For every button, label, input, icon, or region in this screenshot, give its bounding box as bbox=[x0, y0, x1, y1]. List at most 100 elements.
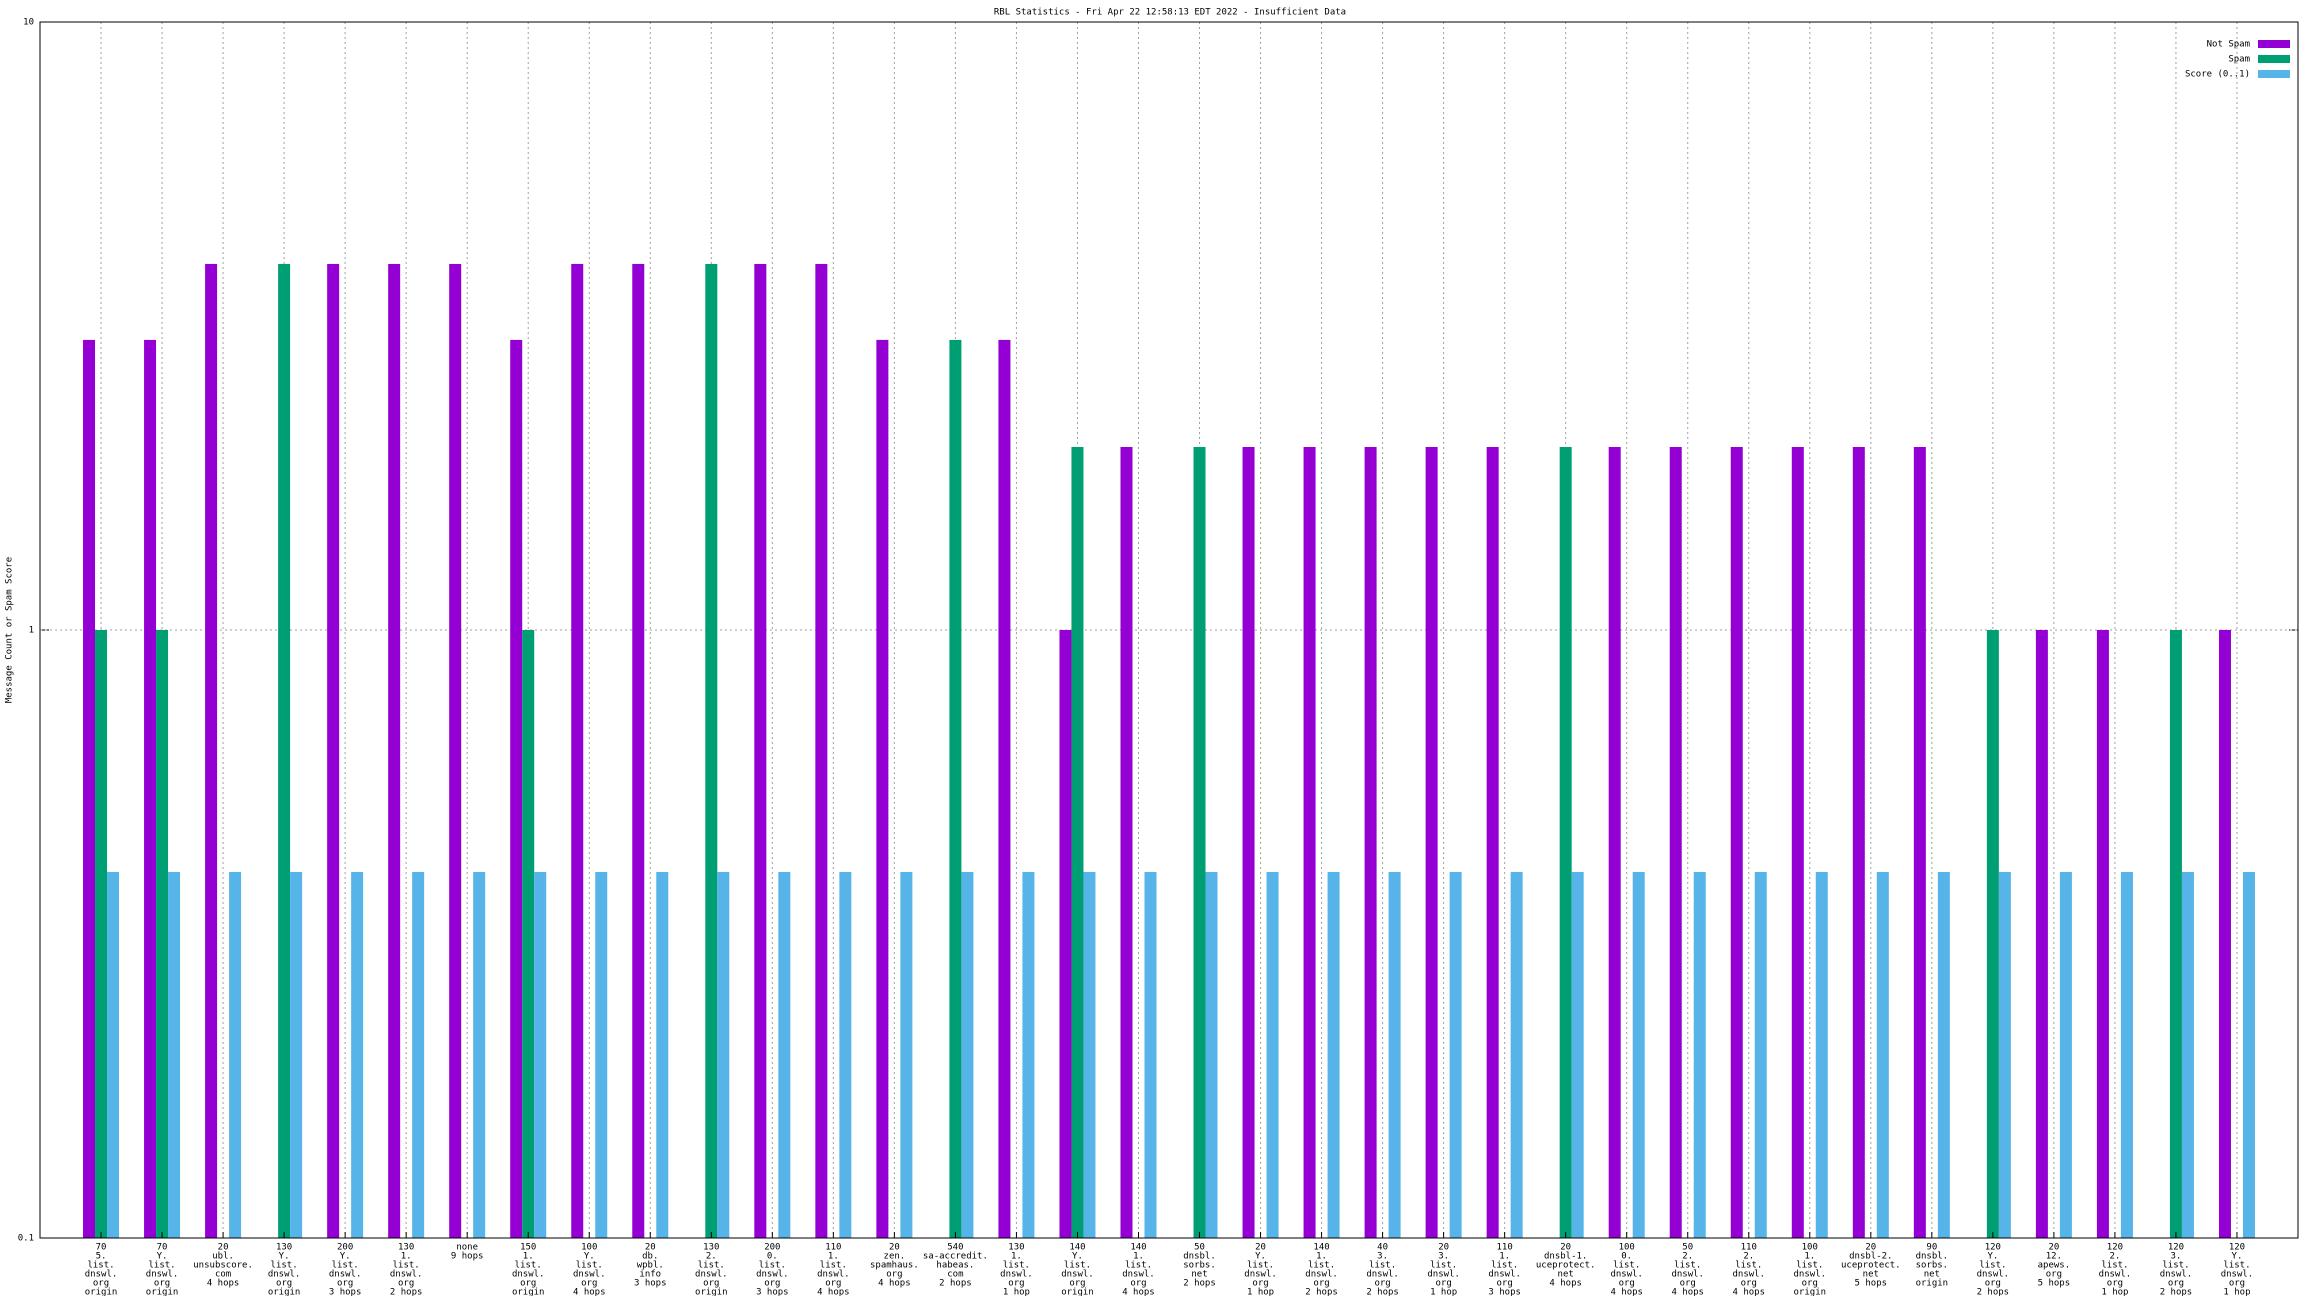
x-tick-label: 20 bbox=[889, 1243, 900, 1253]
bar bbox=[1059, 630, 1072, 1238]
x-tick-label: 540 bbox=[947, 1243, 963, 1253]
x-tick-label: org bbox=[1008, 1279, 1024, 1289]
bar bbox=[1632, 871, 1645, 1238]
bar bbox=[327, 263, 340, 1239]
x-tick-label: org bbox=[276, 1279, 292, 1289]
x-tick-label: 150 bbox=[520, 1243, 536, 1253]
x-tick-label: list. bbox=[515, 1261, 542, 1271]
x-tick-label: 3 hops bbox=[756, 1288, 789, 1297]
x-tick-label: 4 hops bbox=[817, 1288, 850, 1297]
x-tick-label: 2 hops bbox=[1977, 1288, 2010, 1297]
x-tick-label: org bbox=[154, 1279, 170, 1289]
bar bbox=[2169, 630, 2182, 1238]
x-tick-label: 100 bbox=[1619, 1243, 1635, 1253]
x-tick-label: list. bbox=[1674, 1261, 1701, 1271]
x-tick-label: 20 bbox=[2048, 1243, 2059, 1253]
x-tick-label: 4 hops bbox=[1122, 1288, 1155, 1297]
bar bbox=[1144, 871, 1157, 1238]
x-tick-label: org bbox=[2107, 1279, 2123, 1289]
bar bbox=[1876, 871, 1889, 1238]
x-tick-label: list. bbox=[87, 1261, 114, 1271]
x-tick-label: 1 hop bbox=[2223, 1288, 2250, 1297]
x-tick-label: uceprotect. bbox=[1841, 1261, 1901, 1271]
x-tick-label: 40 bbox=[1377, 1243, 1388, 1253]
x-tick-label: org bbox=[1069, 1279, 1085, 1289]
x-tick-label: sa-accredit. bbox=[923, 1252, 988, 1262]
x-tick-label: org bbox=[2046, 1270, 2062, 1280]
bar bbox=[1791, 446, 1804, 1238]
x-tick-label: 110 bbox=[825, 1243, 841, 1253]
x-tick-label: dnswl. bbox=[146, 1270, 179, 1280]
x-tick-label: 110 bbox=[1497, 1243, 1513, 1253]
x-tick-label: 140 bbox=[1069, 1243, 1085, 1253]
x-tick-label: 100 bbox=[581, 1243, 597, 1253]
x-tick-label: 1 hop bbox=[1247, 1288, 1274, 1297]
x-tick-label: list. bbox=[698, 1261, 725, 1271]
x-tick-label: net bbox=[1863, 1270, 1879, 1280]
x-tick-label: list. bbox=[1308, 1261, 1335, 1271]
x-tick-label: dnswl. bbox=[1427, 1270, 1460, 1280]
x-tick-label: list. bbox=[1064, 1261, 1091, 1271]
x-tick-label: 2. bbox=[1743, 1252, 1754, 1262]
bar bbox=[1571, 871, 1584, 1238]
x-tick-label: 3. bbox=[2171, 1252, 2182, 1262]
x-tick-label: dnsbl-1. bbox=[1544, 1252, 1587, 1262]
x-tick-label: none bbox=[456, 1243, 478, 1253]
bar bbox=[534, 871, 547, 1238]
bar bbox=[949, 339, 962, 1238]
x-tick-label: list. bbox=[1247, 1261, 1274, 1271]
x-tick-label: zen. bbox=[884, 1252, 906, 1262]
x-tick-label: 1. bbox=[828, 1252, 839, 1262]
x-tick-label: list. bbox=[1735, 1261, 1762, 1271]
x-tick-label: org bbox=[1741, 1279, 1757, 1289]
x-tick-label: dnswl. bbox=[1794, 1270, 1827, 1280]
x-tick-label: 2 hops bbox=[1305, 1288, 1338, 1297]
x-tick-label: list. bbox=[1979, 1261, 2006, 1271]
x-tick-label: dnswl. bbox=[2099, 1270, 2132, 1280]
bar bbox=[754, 263, 767, 1239]
x-tick-label: 9 hops bbox=[451, 1252, 484, 1262]
x-tick-label: 3 hops bbox=[329, 1288, 362, 1297]
x-tick-label: 4 hops bbox=[1732, 1288, 1765, 1297]
x-tick-label: 1 hop bbox=[2101, 1288, 2128, 1297]
x-tick-label: org bbox=[703, 1279, 719, 1289]
bar bbox=[449, 263, 462, 1239]
x-tick-label: dnswl. bbox=[756, 1270, 789, 1280]
x-tick-label: list. bbox=[2101, 1261, 2128, 1271]
bar bbox=[388, 263, 401, 1239]
bar bbox=[522, 630, 535, 1238]
x-tick-label: org bbox=[2168, 1279, 2184, 1289]
x-tick-label: org bbox=[825, 1279, 841, 1289]
x-tick-label: list. bbox=[1613, 1261, 1640, 1271]
x-tick-label: dnsbl-2. bbox=[1849, 1252, 1892, 1262]
x-tick-label: 20 bbox=[645, 1243, 656, 1253]
x-tick-label: origin bbox=[1061, 1288, 1094, 1297]
x-tick-label: list. bbox=[2162, 1261, 2189, 1271]
x-tick-label: dnswl. bbox=[1732, 1270, 1765, 1280]
x-tick-label: list. bbox=[1003, 1261, 1030, 1271]
x-tick-label: org bbox=[1802, 1279, 1818, 1289]
bar bbox=[2096, 630, 2109, 1238]
bar bbox=[1913, 446, 1926, 1238]
x-tick-label: dnswl. bbox=[268, 1270, 301, 1280]
x-tick-label: org bbox=[1252, 1279, 1268, 1289]
bar bbox=[290, 871, 303, 1238]
legend-swatch bbox=[2258, 55, 2290, 63]
x-tick-label: org bbox=[1313, 1279, 1329, 1289]
x-tick-label: wpbl. bbox=[637, 1261, 664, 1271]
x-tick-label: org bbox=[1374, 1279, 1390, 1289]
x-tick-label: 3. bbox=[1438, 1252, 1449, 1262]
x-tick-label: 20 bbox=[1560, 1243, 1571, 1253]
bar bbox=[632, 263, 645, 1239]
x-tick-label: origin bbox=[146, 1288, 179, 1297]
x-tick-label: org bbox=[764, 1279, 780, 1289]
bar bbox=[95, 630, 108, 1238]
bar bbox=[961, 871, 974, 1238]
x-tick-label: org bbox=[337, 1279, 353, 1289]
bar bbox=[1986, 630, 1999, 1238]
bar bbox=[1754, 871, 1767, 1238]
bar bbox=[717, 871, 730, 1238]
bar bbox=[1120, 446, 1133, 1238]
x-tick-label: 70 bbox=[157, 1243, 168, 1253]
x-tick-label: origin bbox=[695, 1288, 728, 1297]
